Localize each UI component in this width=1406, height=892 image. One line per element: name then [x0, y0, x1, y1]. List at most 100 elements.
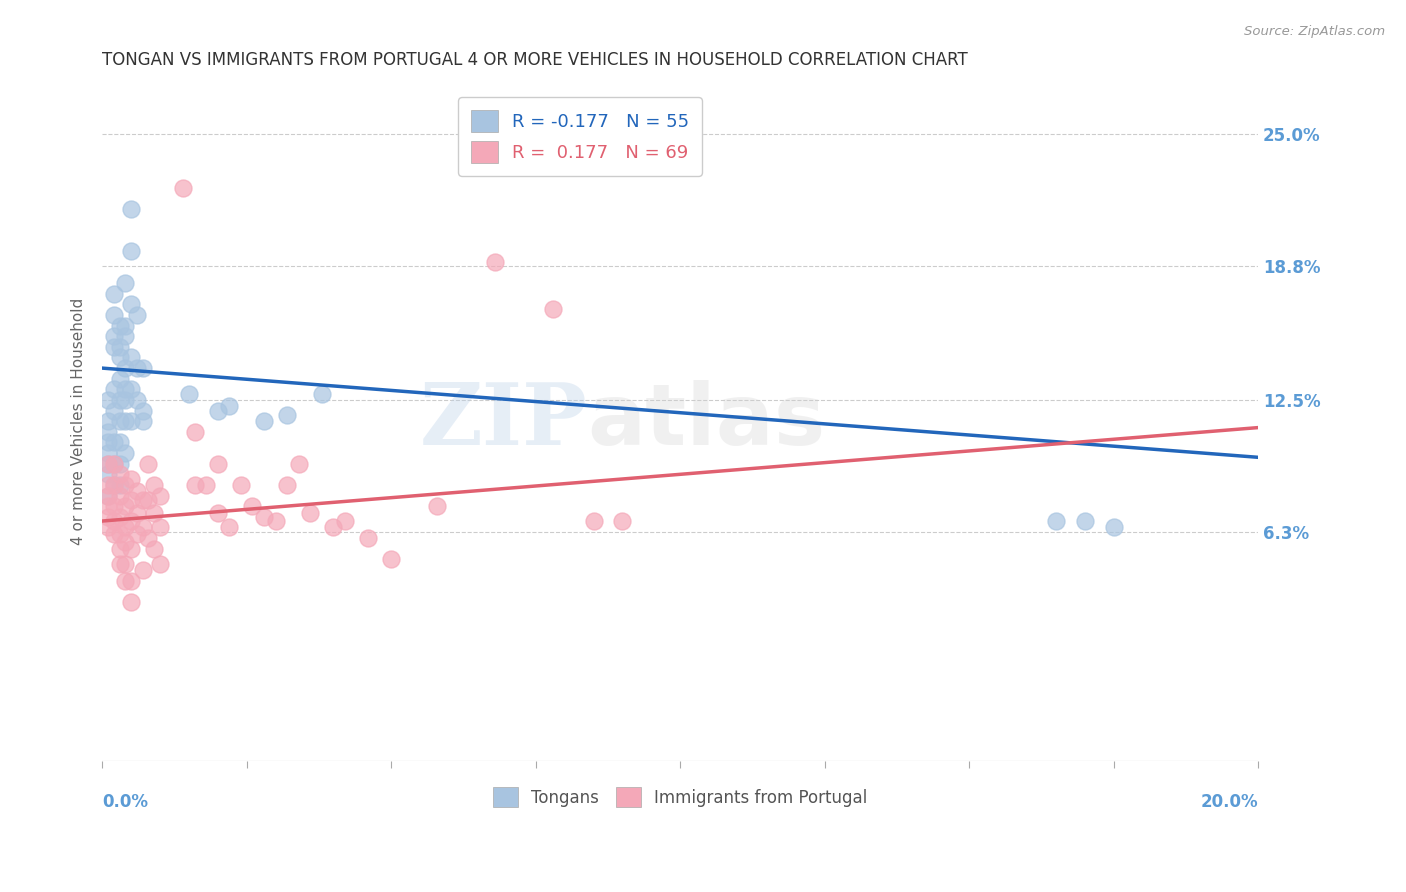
Point — [97, 457, 120, 471]
Point — [125, 361, 148, 376]
Point — [242, 499, 264, 513]
Point — [114, 535, 136, 549]
Point — [108, 557, 131, 571]
Point — [138, 531, 160, 545]
Point — [114, 392, 136, 407]
Point — [120, 297, 142, 311]
Point — [108, 467, 131, 482]
Point — [103, 457, 125, 471]
Point — [108, 414, 131, 428]
Text: Source: ZipAtlas.com: Source: ZipAtlas.com — [1244, 25, 1385, 38]
Point — [131, 403, 153, 417]
Point — [103, 382, 125, 396]
Point — [143, 478, 166, 492]
Point — [357, 531, 380, 545]
Point — [125, 308, 148, 322]
Point — [108, 372, 131, 386]
Legend: Tongans, Immigrants from Portugal: Tongans, Immigrants from Portugal — [486, 780, 875, 814]
Point — [149, 520, 172, 534]
Point — [120, 541, 142, 556]
Point — [114, 318, 136, 333]
Point — [149, 557, 172, 571]
Point — [97, 425, 120, 439]
Point — [218, 520, 240, 534]
Point — [120, 492, 142, 507]
Point — [120, 414, 142, 428]
Point — [183, 478, 205, 492]
Point — [155, 32, 177, 46]
Point — [120, 574, 142, 588]
Point — [120, 202, 142, 216]
Point — [114, 446, 136, 460]
Point — [131, 414, 153, 428]
Point — [97, 489, 120, 503]
Point — [97, 520, 120, 534]
Point — [103, 308, 125, 322]
Point — [120, 244, 142, 259]
Point — [125, 392, 148, 407]
Point — [97, 457, 120, 471]
Point — [114, 329, 136, 343]
Point — [108, 541, 131, 556]
Text: TONGAN VS IMMIGRANTS FROM PORTUGAL 4 OR MORE VEHICLES IN HOUSEHOLD CORRELATION C: TONGAN VS IMMIGRANTS FROM PORTUGAL 4 OR … — [103, 51, 967, 69]
Point — [108, 526, 131, 541]
Text: ZIP: ZIP — [420, 379, 588, 463]
Point — [207, 506, 229, 520]
Point — [97, 392, 120, 407]
Point — [97, 446, 120, 460]
Point — [103, 526, 125, 541]
Point — [114, 478, 136, 492]
Point — [97, 467, 120, 482]
Point — [97, 414, 120, 428]
Point — [114, 276, 136, 290]
Point — [131, 492, 153, 507]
Point — [276, 478, 298, 492]
Text: 20.0%: 20.0% — [1201, 793, 1258, 811]
Point — [108, 392, 131, 407]
Point — [97, 435, 120, 450]
Point — [108, 351, 131, 365]
Point — [322, 520, 344, 534]
Point — [114, 557, 136, 571]
Point — [114, 414, 136, 428]
Point — [131, 563, 153, 577]
Point — [103, 478, 125, 492]
Point — [1074, 514, 1097, 528]
Point — [120, 472, 142, 486]
Point — [218, 400, 240, 414]
Point — [103, 514, 125, 528]
Point — [582, 514, 605, 528]
Point — [108, 489, 131, 503]
Point — [253, 509, 276, 524]
Point — [1102, 520, 1125, 534]
Point — [108, 478, 131, 492]
Point — [108, 509, 131, 524]
Point — [120, 595, 142, 609]
Point — [114, 520, 136, 534]
Point — [287, 457, 309, 471]
Point — [103, 329, 125, 343]
Point — [103, 403, 125, 417]
Point — [143, 506, 166, 520]
Point — [311, 386, 333, 401]
Point — [426, 499, 449, 513]
Point — [114, 499, 136, 513]
Y-axis label: 4 or more Vehicles in Household: 4 or more Vehicles in Household — [72, 298, 86, 545]
Point — [125, 526, 148, 541]
Point — [120, 351, 142, 365]
Point — [103, 435, 125, 450]
Point — [125, 484, 148, 499]
Point — [276, 408, 298, 422]
Point — [541, 301, 564, 316]
Text: atlas: atlas — [588, 380, 825, 463]
Point — [97, 489, 120, 503]
Point — [97, 509, 120, 524]
Point — [103, 478, 125, 492]
Point — [108, 318, 131, 333]
Point — [183, 425, 205, 439]
Point — [172, 180, 194, 194]
Point — [114, 574, 136, 588]
Point — [299, 506, 322, 520]
Point — [195, 478, 218, 492]
Point — [484, 255, 506, 269]
